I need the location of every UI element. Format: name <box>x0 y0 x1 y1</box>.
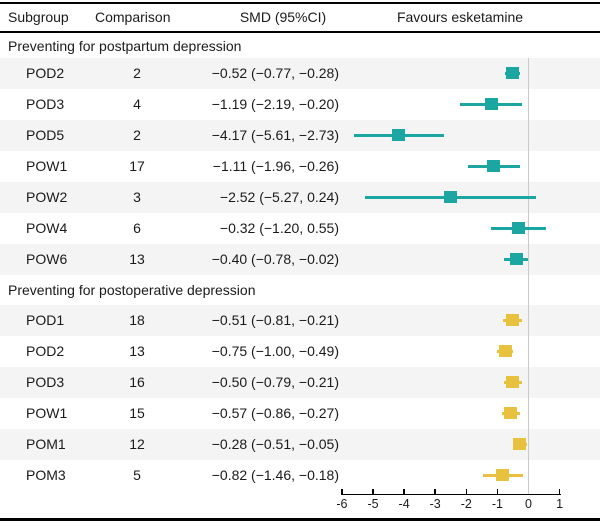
comparison-count: 5 <box>133 467 141 483</box>
column-header-smd: SMD (95%CI) <box>239 9 327 25</box>
comparison-count: 6 <box>133 220 141 236</box>
axis-line <box>340 493 561 496</box>
axis-tick <box>496 488 499 494</box>
column-headers: Subgroup Comparison SMD (95%CI) Favours … <box>0 4 600 31</box>
axis-tick <box>558 488 561 494</box>
subgroup-label: POW1 <box>26 405 68 421</box>
column-header-subgroup: Subgroup <box>8 9 69 25</box>
subgroup-label: POM3 <box>26 467 66 483</box>
point-estimate-marker <box>512 222 526 234</box>
subgroup-label: POD2 <box>26 65 65 81</box>
comparison-count: 13 <box>129 251 145 267</box>
forest-row: POM3 5 −0.82 (−1.46, −0.18) <box>0 460 600 491</box>
smd-ci-value: −0.40 (−0.78, −0.02) <box>211 251 339 267</box>
smd-ci-value: −0.28 (−0.51, −0.05) <box>211 436 339 452</box>
axis-tick-label: 0 <box>525 497 532 511</box>
point-estimate-marker <box>509 253 523 265</box>
axis-tick <box>341 488 343 494</box>
header-rule <box>0 31 600 33</box>
column-header-comparison: Comparison <box>95 9 171 25</box>
smd-ci-value: −2.52 (−5.27, 0.24) <box>219 189 339 205</box>
smd-ci-value: −0.50 (−0.79, −0.21) <box>211 374 339 390</box>
forest-row: POW4 6 −0.32 (−1.20, 0.55) <box>0 213 600 244</box>
axis-tick-label: -5 <box>367 497 379 511</box>
subgroup-label: POW1 <box>26 158 68 174</box>
subgroup-label: POD2 <box>26 343 65 359</box>
comparison-count: 13 <box>129 343 145 359</box>
forest-row: POD2 13 −0.75 (−1.00, −0.49) <box>0 336 600 367</box>
top-rule <box>0 2 600 4</box>
axis-tick <box>434 488 436 494</box>
axis-tick <box>372 488 374 494</box>
axis-tick-label: 1 <box>556 497 564 511</box>
axis-tick <box>465 488 468 494</box>
smd-ci-value: −1.11 (−1.96, −0.26) <box>212 158 339 174</box>
subgroup-label: POW6 <box>26 251 68 267</box>
smd-ci-value: −1.19 (−2.19, −0.20) <box>211 96 339 112</box>
axis-tick-label: -4 <box>398 497 410 511</box>
point-estimate-marker <box>498 345 512 357</box>
smd-ci-value: −0.52 (−0.77, −0.28) <box>211 65 339 81</box>
forest-row: POW2 3 −2.52 (−5.27, 0.24) <box>0 182 600 213</box>
point-estimate-marker <box>506 376 520 388</box>
smd-ci-value: −0.82 (−1.46, −0.18) <box>211 467 339 483</box>
forest-row: POW1 15 −0.57 (−0.86, −0.27) <box>0 398 600 429</box>
forest-row: POD3 16 −0.50 (−0.79, −0.21) <box>0 367 600 398</box>
point-estimate-marker <box>392 129 406 141</box>
point-estimate-marker <box>484 98 498 110</box>
comparison-count: 18 <box>129 312 145 328</box>
forest-row: POD1 18 −0.51 (−0.81, −0.21) <box>0 305 600 336</box>
x-axis: -6 -5 -4 -3 -2 -1 0 1 <box>0 488 600 524</box>
comparison-count: 2 <box>133 127 141 143</box>
comparison-count: 2 <box>133 65 141 81</box>
point-estimate-marker <box>513 438 527 450</box>
forest-row: POD3 4 −1.19 (−2.19, −0.20) <box>0 89 600 120</box>
subgroup-label: POW2 <box>26 189 68 205</box>
forest-row: POD5 2 −4.17 (−5.61, −2.73) <box>0 120 600 151</box>
forest-row: POM1 12 −0.28 (−0.51, −0.05) <box>0 429 600 460</box>
subgroup-label: POD3 <box>26 374 65 390</box>
axis-tick <box>403 488 405 494</box>
point-estimate-marker <box>505 67 519 79</box>
subgroup-label: POW4 <box>26 220 68 236</box>
axis-tick-label: -6 <box>336 497 348 511</box>
axis-tick-label: -1 <box>491 497 503 511</box>
axis-tick-label: -2 <box>460 497 472 511</box>
bottom-rule <box>0 518 600 521</box>
comparison-count: 3 <box>133 189 141 205</box>
forest-row: POW6 13 −0.40 (−0.78, −0.02) <box>0 244 600 275</box>
comparison-count: 17 <box>129 158 145 174</box>
section-title-postoperative: Preventing for postoperative depression <box>0 275 600 305</box>
smd-ci-value: −0.75 (−1.00, −0.49) <box>211 343 339 359</box>
subgroup-label: POD5 <box>26 127 65 143</box>
column-header-favours: Favours esketamine <box>396 9 524 25</box>
section-title-label: Preventing for postoperative depression <box>8 282 256 298</box>
smd-ci-value: −0.51 (−0.81, −0.21) <box>211 312 339 328</box>
forest-row: POD2 2 −0.52 (−0.77, −0.28) <box>0 58 600 89</box>
postpartum-rows: POD2 2 −0.52 (−0.77, −0.28) POD3 4 −1.19… <box>0 58 600 275</box>
subgroup-label: POM1 <box>26 436 66 452</box>
comparison-count: 12 <box>129 436 145 452</box>
postoperative-rows: POD1 18 −0.51 (−0.81, −0.21) POD2 13 −0.… <box>0 305 600 491</box>
smd-ci-value: −0.57 (−0.86, −0.27) <box>211 405 339 421</box>
subgroup-label: POD1 <box>26 312 65 328</box>
point-estimate-marker <box>496 469 510 481</box>
point-estimate-marker <box>504 407 518 419</box>
comparison-count: 4 <box>133 96 141 112</box>
section-title-postpartum: Preventing for postpartum depression <box>0 33 600 58</box>
subgroup-label: POD3 <box>26 96 65 112</box>
forest-row: POW1 17 −1.11 (−1.96, −0.26) <box>0 151 600 182</box>
smd-ci-value: −0.32 (−1.20, 0.55) <box>219 220 339 236</box>
comparison-count: 15 <box>129 405 145 421</box>
zero-reference-line <box>528 58 530 494</box>
comparison-count: 16 <box>129 374 145 390</box>
point-estimate-marker <box>506 314 520 326</box>
point-estimate-marker <box>443 191 457 203</box>
section-title-label: Preventing for postpartum depression <box>8 37 242 54</box>
axis-tick-label: -3 <box>429 497 441 511</box>
smd-ci-value: −4.17 (−5.61, −2.73) <box>211 127 339 143</box>
point-estimate-marker <box>487 160 501 172</box>
